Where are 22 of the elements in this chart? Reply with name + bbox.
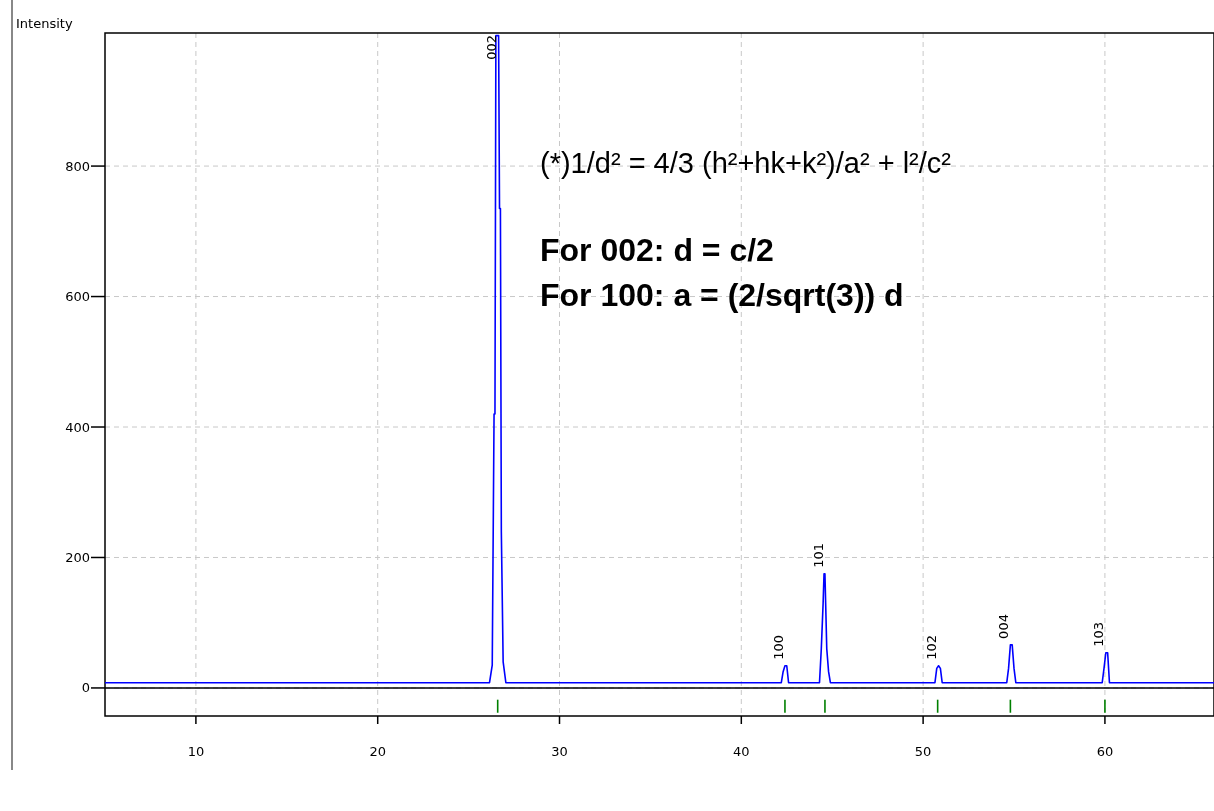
y-tick-label: 400 xyxy=(65,419,90,435)
annotation: 103 xyxy=(1090,621,1106,647)
annotation: 101 xyxy=(810,542,826,568)
annotation: 004 xyxy=(996,614,1012,639)
y-tick-label: 600 xyxy=(65,289,90,305)
annotation: 100 xyxy=(770,634,786,660)
annotation: (*)1/d² = 4/3 (h²+hk+k²)/a² + l²/c² xyxy=(540,147,952,179)
x-tick-label: 30 xyxy=(551,744,568,759)
y-tick-label: 0 xyxy=(81,680,90,696)
line-series xyxy=(104,34,1214,684)
annotation: 102 xyxy=(923,634,939,660)
x-tick-label: 40 xyxy=(733,744,750,759)
annotation: 002 xyxy=(483,35,499,60)
x-tick-label: 50 xyxy=(914,744,932,759)
annotation: For 002: d = c/2 xyxy=(540,232,774,268)
y-tick-label: 800 xyxy=(65,158,90,174)
x-tick-label: 10 xyxy=(187,744,205,759)
annotation: For 100: a = (2/sqrt(3)) d xyxy=(540,277,904,313)
y-axis-title: Intensity xyxy=(16,16,73,31)
x-tick-label: 20 xyxy=(369,744,386,759)
y-tick-label: 200 xyxy=(65,550,90,566)
x-tick-label: 60 xyxy=(1096,744,1114,759)
